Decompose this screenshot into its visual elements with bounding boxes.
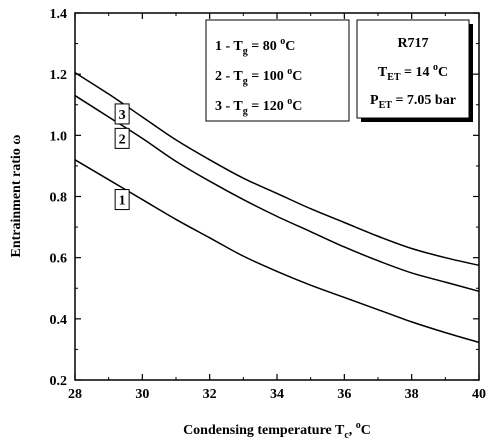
legend-entry-1: 1 - Tg = 80 oC <box>215 36 295 57</box>
curve-tag-3: 3 <box>119 108 126 123</box>
curve-tag-box-2 <box>114 127 130 149</box>
legend-entry-3: 3 - Tg = 120 oC <box>215 96 302 117</box>
x-tick-label-30: 30 <box>135 387 149 402</box>
conditions-frame <box>356 19 470 119</box>
curve-tag-box-3 <box>114 103 130 125</box>
legend: 1 - Tg = 80 oC 2 - Tg = 100 oC 3 - Tg = … <box>205 19 350 122</box>
legend-box <box>205 19 350 122</box>
conditions-pressure: PET = 7.05 bar <box>370 93 456 111</box>
x-tick-label-38: 38 <box>405 387 419 402</box>
curve-1 <box>74 159 480 344</box>
curves <box>74 72 480 344</box>
curve-tag-2: 2 <box>119 132 126 147</box>
x-tick-label-36: 36 <box>337 387 351 402</box>
curve-tags: 1 2 3 <box>114 103 130 211</box>
x-tick-label-40: 40 <box>472 387 486 402</box>
x-axis-label: Condensing temperature Tc, oC <box>183 420 371 441</box>
x-tick-label-34: 34 <box>270 387 284 402</box>
y-axis-label: Entrainment ratio ω <box>9 135 24 258</box>
y-tick-label-1: 1.0 <box>50 129 68 144</box>
x-tick-label-32: 32 <box>203 387 217 402</box>
curve-tag-1: 1 <box>119 194 126 209</box>
y-tick-label-0.6: 0.6 <box>50 252 68 267</box>
y-tick-label-1.4: 1.4 <box>50 7 68 22</box>
axis-ticks: 28 30 32 34 36 38 400.20.40.60.81.01.21.4 <box>50 7 487 402</box>
curve-tag-box-1 <box>114 189 130 211</box>
legend-entry-2: 2 - Tg = 100 oC <box>215 66 302 87</box>
curve-2 <box>74 94 480 293</box>
y-tick-label-1.2: 1.2 <box>50 68 68 83</box>
y-tick-label-0.4: 0.4 <box>50 313 68 328</box>
curve-3 <box>74 72 480 267</box>
y-tick-label-0.2: 0.2 <box>50 374 68 389</box>
y-tick-label-0.8: 0.8 <box>50 191 68 206</box>
conditions-box: R717 TET = 14 oC PET = 7.05 bar <box>356 19 473 122</box>
conditions-temperature: TET = 14 oC <box>378 62 448 83</box>
conditions-title: R717 <box>397 36 428 51</box>
x-tick-label-28: 28 <box>68 387 82 402</box>
